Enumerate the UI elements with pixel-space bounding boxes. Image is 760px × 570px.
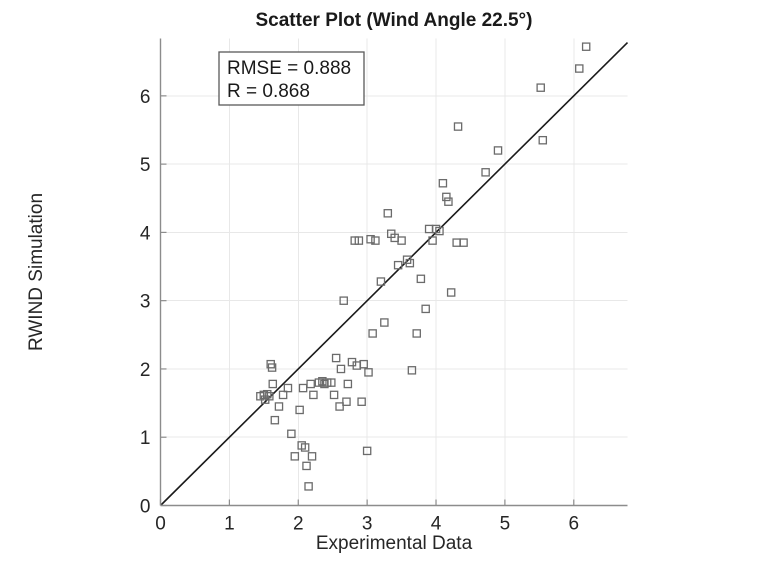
data-point-marker bbox=[354, 236, 364, 245]
data-point-marker bbox=[397, 236, 406, 245]
data-point-marker bbox=[274, 402, 284, 411]
data-point-marker bbox=[442, 192, 451, 202]
data-point-marker bbox=[407, 366, 417, 375]
x-tick-label-2: 2 bbox=[293, 514, 304, 535]
data-point-marker bbox=[405, 258, 415, 268]
y-tick-label-4: 4 bbox=[140, 223, 151, 244]
tick-group: 0 1 2 3 4 5 6 0 1 2 3 4 5 6 bbox=[140, 87, 579, 535]
r-label: R = 0.868 bbox=[227, 81, 310, 102]
data-point-marker bbox=[318, 376, 327, 386]
data-point-marker bbox=[331, 353, 341, 363]
data-point-marker bbox=[393, 260, 403, 270]
data-point-marker bbox=[459, 238, 468, 247]
data-point-marker bbox=[268, 379, 278, 389]
data-point-marker bbox=[302, 461, 311, 471]
data-point-marker bbox=[481, 168, 490, 177]
x-tick-label-0: 0 bbox=[155, 514, 166, 535]
data-point-marker bbox=[278, 390, 288, 400]
data-point-marker bbox=[335, 402, 344, 411]
data-point-marker bbox=[444, 197, 453, 206]
data-point-marker bbox=[453, 122, 463, 131]
data-point-marker bbox=[343, 379, 353, 389]
data-point-marker bbox=[329, 390, 339, 400]
y-tick-label-5: 5 bbox=[140, 155, 151, 176]
data-point-marker bbox=[452, 238, 461, 247]
data-point-marker bbox=[493, 146, 503, 155]
data-point-marker bbox=[306, 379, 315, 389]
data-point-marker bbox=[287, 429, 296, 439]
data-point-marker bbox=[383, 209, 393, 218]
y-tick-label-6: 6 bbox=[140, 87, 151, 108]
x-axis-title: Experimental Data bbox=[316, 533, 473, 554]
data-point-marker bbox=[368, 329, 377, 338]
y-tick-label-0: 0 bbox=[140, 497, 151, 518]
y-tick-label-2: 2 bbox=[140, 360, 151, 381]
data-point-marker bbox=[446, 288, 456, 297]
data-point-marker bbox=[309, 390, 318, 400]
data-point-marker bbox=[263, 389, 272, 399]
x-tick-label-1: 1 bbox=[224, 514, 235, 535]
x-tick-label-4: 4 bbox=[431, 514, 442, 535]
data-point-marker bbox=[371, 236, 380, 245]
data-point-marker bbox=[438, 178, 448, 188]
data-point-marker bbox=[366, 234, 375, 244]
rmse-label: RMSE = 0.888 bbox=[227, 58, 351, 79]
data-point-marker bbox=[342, 397, 351, 406]
data-point-marker bbox=[359, 359, 368, 369]
data-point-marker bbox=[538, 135, 548, 145]
data-point-marker bbox=[290, 452, 300, 461]
data-point-marker bbox=[376, 277, 386, 286]
x-tick-label-6: 6 bbox=[568, 514, 579, 535]
data-point-marker bbox=[416, 274, 426, 284]
y-tick-label-3: 3 bbox=[140, 292, 151, 313]
data-point-marker bbox=[304, 482, 313, 491]
data-point-marker bbox=[336, 364, 346, 374]
axes bbox=[159, 38, 628, 507]
data-point-marker bbox=[362, 446, 372, 456]
data-point-marker bbox=[435, 226, 444, 236]
data-point-marker bbox=[575, 64, 584, 73]
data-point-marker bbox=[364, 368, 373, 377]
data-point-marker bbox=[428, 236, 437, 245]
data-point-marker bbox=[327, 378, 336, 387]
reference-line bbox=[159, 42, 629, 507]
data-points bbox=[256, 42, 591, 491]
data-point-marker bbox=[424, 224, 434, 234]
chart-title: Scatter Plot (Wind Angle 22.5°) bbox=[256, 10, 533, 31]
data-point-marker bbox=[295, 405, 304, 415]
data-point-marker bbox=[283, 383, 293, 393]
data-point-marker bbox=[267, 363, 277, 372]
data-point-marker bbox=[412, 329, 421, 338]
data-point-marker bbox=[300, 443, 310, 452]
stats-annotation-box bbox=[218, 51, 365, 106]
y-tick-label-1: 1 bbox=[140, 428, 151, 449]
data-point-marker bbox=[265, 392, 274, 401]
y-axis-title: RWIND Simulation bbox=[26, 193, 47, 351]
data-point-marker bbox=[298, 383, 308, 393]
data-point-marker bbox=[270, 415, 280, 425]
data-point-marker bbox=[581, 42, 591, 51]
data-point-marker bbox=[307, 452, 317, 461]
x-tick-label-3: 3 bbox=[362, 514, 373, 535]
data-point-marker bbox=[357, 397, 366, 406]
data-point-marker bbox=[421, 304, 430, 314]
data-point-marker bbox=[339, 296, 348, 305]
data-point-marker bbox=[380, 318, 389, 327]
x-tick-label-5: 5 bbox=[500, 514, 511, 535]
data-point-marker bbox=[536, 83, 545, 92]
